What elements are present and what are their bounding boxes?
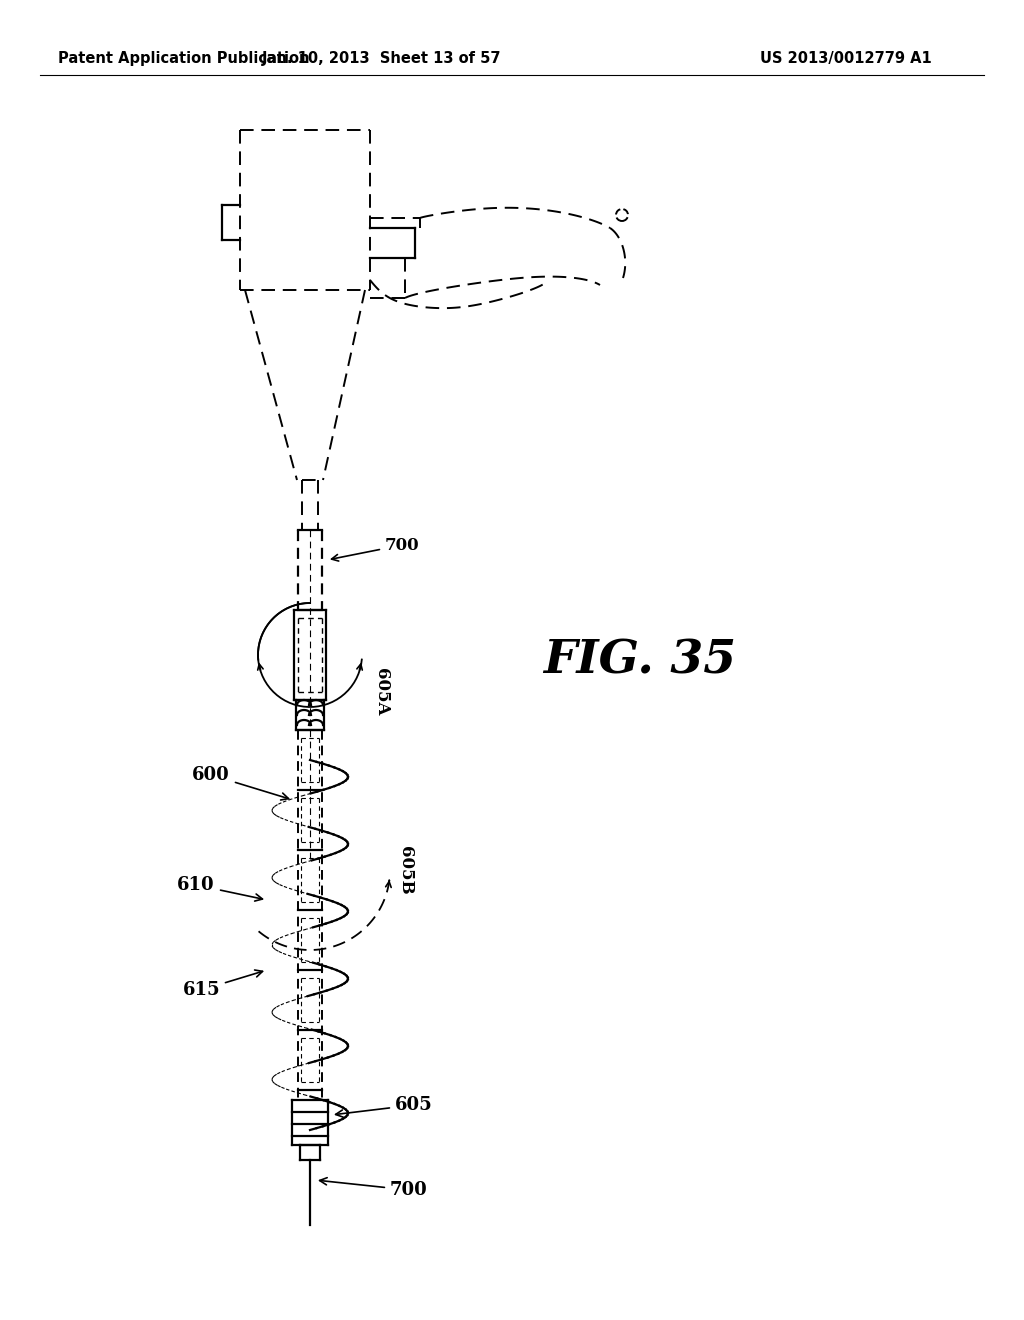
Text: Patent Application Publication: Patent Application Publication (58, 50, 309, 66)
Text: FIG. 35: FIG. 35 (544, 638, 736, 682)
Text: 605B: 605B (396, 846, 414, 895)
Text: 700: 700 (319, 1177, 428, 1199)
Text: 615: 615 (182, 970, 262, 999)
Text: 605A: 605A (374, 668, 390, 715)
Text: 605: 605 (336, 1096, 433, 1117)
Text: 610: 610 (177, 876, 262, 902)
Text: 600: 600 (193, 766, 289, 800)
Text: 700: 700 (332, 536, 420, 561)
Text: US 2013/0012779 A1: US 2013/0012779 A1 (760, 50, 932, 66)
Text: Jan. 10, 2013  Sheet 13 of 57: Jan. 10, 2013 Sheet 13 of 57 (262, 50, 502, 66)
